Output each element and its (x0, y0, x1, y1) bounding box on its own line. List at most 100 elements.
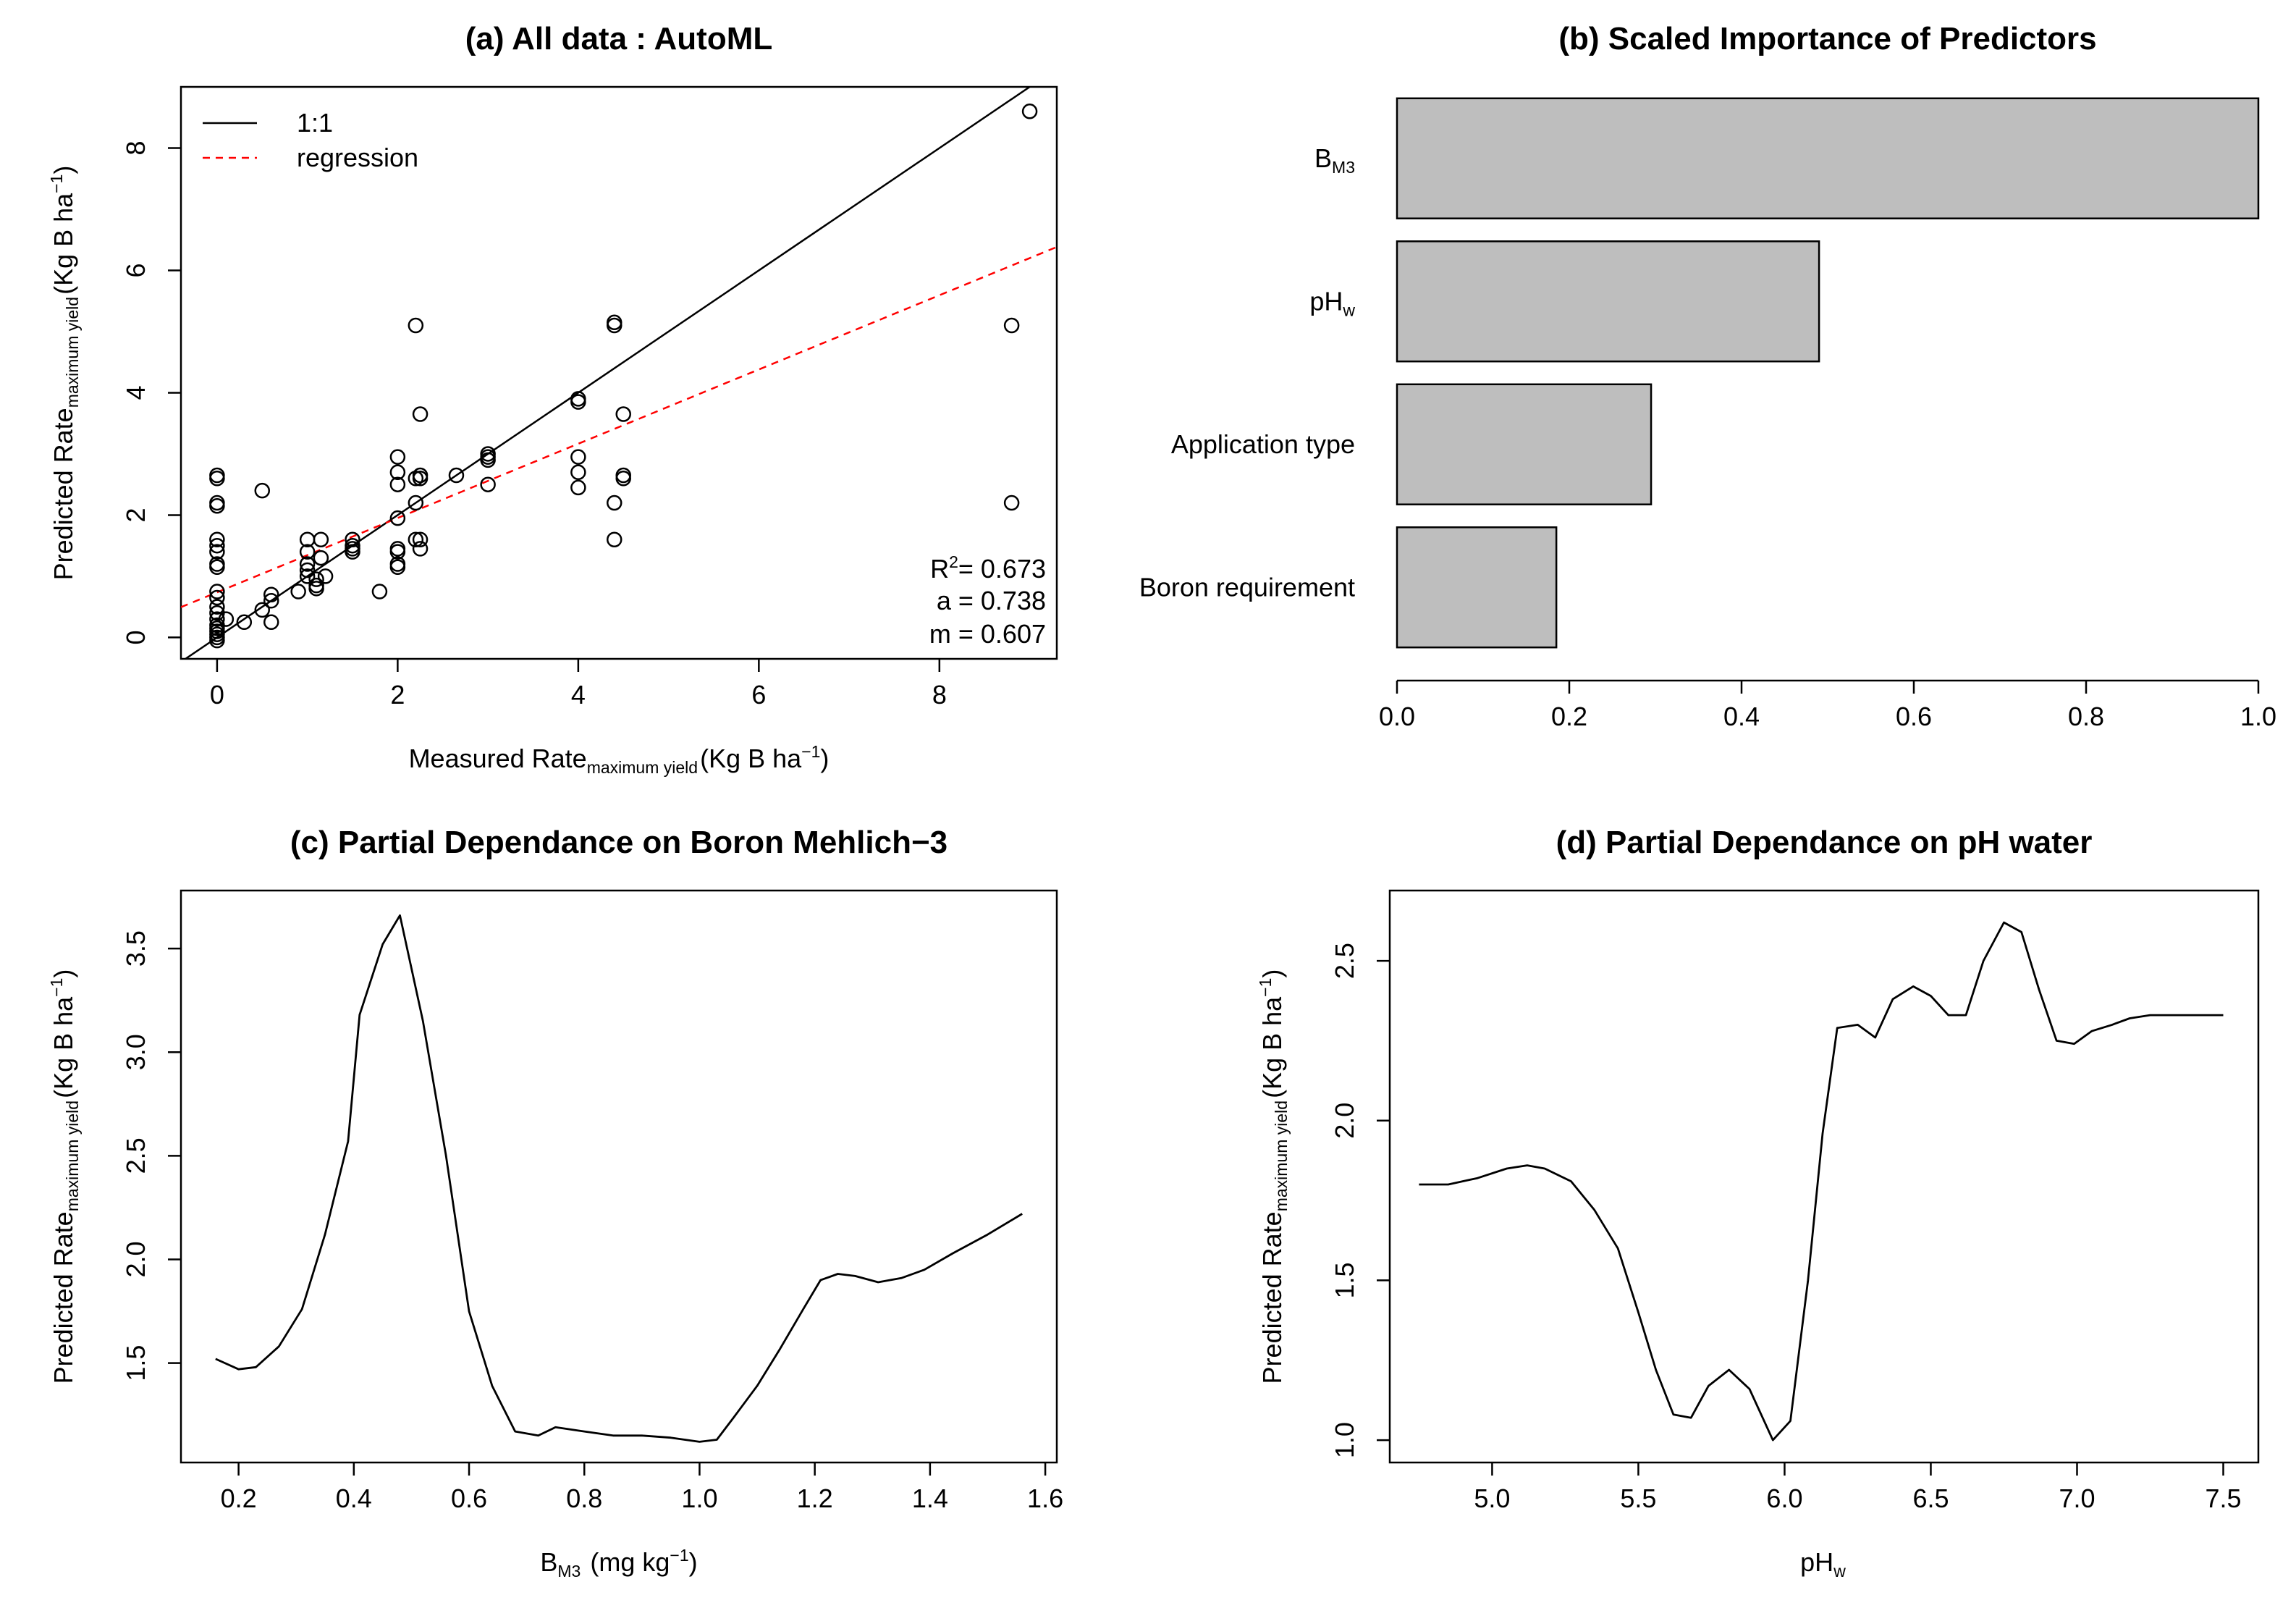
data-point (570, 449, 586, 465)
label-part: Application type (1171, 429, 1355, 459)
x-tick-label: 0.6 (451, 1484, 487, 1513)
y-tick-label: 6 (121, 263, 151, 277)
data-point (1003, 317, 1020, 334)
label-part: Predicted Rate (48, 1211, 78, 1384)
x-axis-label: Measured Ratemaximum yield (Kg B ha−1) (409, 742, 830, 777)
data-point (209, 632, 225, 649)
data-point (412, 541, 429, 557)
y-tick-label: 3.0 (121, 1034, 151, 1070)
data-point (570, 391, 586, 407)
x-tick-label: 0.8 (566, 1484, 602, 1513)
plot-area (215, 914, 1023, 1443)
label-part: −1 (801, 742, 820, 761)
chart-title: (a) All data : AutoML (465, 21, 772, 56)
data-point (607, 317, 622, 334)
label-part: = 0.673 (958, 554, 1046, 584)
label-part: Measured Rate (409, 744, 587, 773)
label-part: ) (48, 166, 78, 174)
series-line (1419, 921, 2224, 1442)
label-part: M3 (557, 1562, 581, 1581)
data-point (570, 394, 586, 410)
data-point (607, 531, 622, 547)
label-part: B (1314, 143, 1332, 173)
category-label: Application type (1171, 429, 1355, 459)
data-point (209, 599, 225, 615)
panel-a: (a) All data : AutoML 0 2 4 6 8 0 2 4 6 8 Measured … (47, 21, 1058, 777)
data-point (389, 541, 406, 557)
intercept-text: a = 0.738 (937, 586, 1046, 615)
label-part: maximum yield (587, 758, 698, 777)
label-part: pH (1309, 286, 1343, 316)
x-tick-label: 7.0 (2059, 1484, 2095, 1513)
label-part: −1 (47, 978, 66, 997)
data-point (209, 495, 225, 511)
x-tick-label: 8 (932, 680, 947, 710)
bar (1396, 97, 2260, 219)
label-part: pH (1800, 1547, 1833, 1577)
label-part: ) (1257, 969, 1287, 978)
data-point (209, 470, 225, 487)
y-tick-label: 3.5 (121, 930, 151, 967)
x-axis-label: pHw (1800, 1547, 1848, 1581)
x-tick-label: 0.2 (221, 1484, 257, 1513)
y-tick-label: 2 (121, 508, 151, 522)
data-point (236, 614, 253, 631)
label-part: (Kg B ha (1257, 996, 1287, 1098)
data-point (389, 559, 406, 576)
data-point (299, 556, 316, 572)
data-point (408, 470, 424, 487)
data-point (209, 537, 225, 554)
label-part: Predicted Rate (48, 408, 78, 580)
data-point (412, 470, 429, 487)
bar (1396, 526, 1558, 649)
data-point (254, 482, 271, 499)
y-tick-label: 2.5 (1330, 943, 1359, 979)
data-point (290, 584, 306, 599)
label-part: ) (48, 969, 78, 978)
data-point (313, 550, 329, 566)
data-point (209, 559, 225, 576)
chart-title: (c) Partial Dependance on Boron Mehlich−… (290, 825, 947, 860)
x-tick-label: 1.0 (2240, 702, 2276, 731)
data-point (389, 476, 406, 492)
y-tick-label: 8 (121, 140, 151, 155)
slope-text: m = 0.607 (929, 619, 1046, 649)
y-tick-label: 2.0 (1330, 1103, 1359, 1139)
data-point (615, 470, 631, 487)
x-axis-label: BM3 (mg kg−1) (540, 1546, 697, 1581)
panel-c: (c) Partial Dependance on Boron Mehlich−… (47, 825, 1063, 1581)
y-tick-label: 2.0 (121, 1241, 151, 1277)
label-part: 2 (949, 552, 958, 571)
y-tick-label: 2.5 (121, 1137, 151, 1174)
data-point (448, 467, 465, 484)
x-tick-label: 1.4 (912, 1484, 948, 1513)
panel-b: (b) Scaled Importance of Predictors BM3 pH… (1139, 21, 2276, 731)
category-label: Boron requirement (1139, 572, 1355, 602)
data-point (345, 544, 360, 560)
label-part: maximum yield (1272, 1101, 1291, 1211)
data-point (263, 614, 279, 631)
data-point (317, 568, 334, 584)
label-part (1846, 1547, 1848, 1577)
x-tick-label: 6.5 (1912, 1484, 1949, 1513)
data-point (615, 406, 631, 422)
x-tick-label: 6 (751, 680, 766, 710)
label-part: R (930, 554, 949, 584)
label-part: (mg kg (583, 1547, 670, 1577)
data-point (254, 602, 271, 618)
data-point (299, 568, 316, 584)
data-point (389, 544, 406, 560)
data-point (389, 464, 406, 481)
x-tick-label: 0.4 (1723, 702, 1760, 731)
data-point (570, 464, 586, 481)
plot-area (181, 87, 1057, 659)
legend-label: regression (297, 143, 418, 172)
category-label: pHw (1309, 286, 1355, 319)
label-part: −1 (47, 174, 66, 193)
bar (1396, 240, 1820, 363)
y-axis-label: Predicted Ratemaximum yield (Kg B ha−1) (47, 969, 82, 1384)
data-point (263, 586, 279, 603)
y-tick-label: 1.0 (1330, 1422, 1359, 1458)
bar (1396, 383, 1653, 505)
